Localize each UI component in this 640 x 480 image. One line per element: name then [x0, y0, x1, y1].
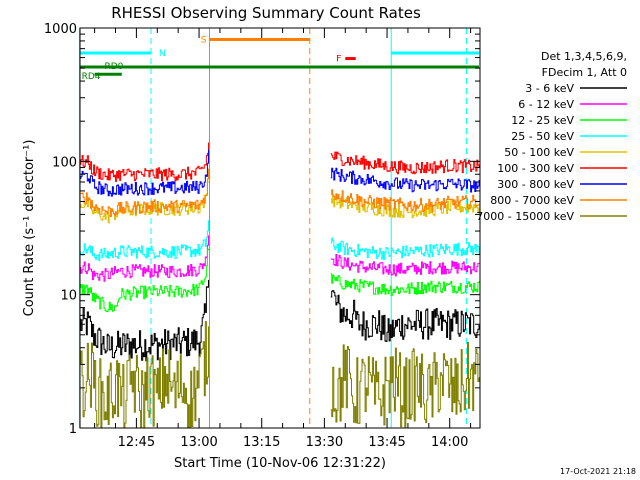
- series-line: [330, 237, 480, 260]
- x-tick-label: 14:00: [431, 435, 468, 450]
- series-line: [330, 151, 480, 175]
- y-tick-label: 1: [69, 422, 77, 437]
- series-line: [80, 220, 209, 262]
- plot-frame: [79, 27, 481, 429]
- y-axis: 1 10 100 1000: [44, 22, 480, 437]
- series-line: [80, 279, 209, 362]
- chart-title: RHESSI Observing Summary Count Rates: [111, 4, 421, 22]
- footer-date: 17-Oct-2021 21:18: [560, 467, 636, 476]
- series-line: [330, 290, 480, 342]
- x-axis: 12:45 13:00 13:15 13:30 13:45 14:00: [94, 28, 472, 450]
- legend-label: 25 - 50 keV: [511, 130, 574, 143]
- series-2: [80, 248, 480, 313]
- x-tick-label: 13:45: [368, 435, 405, 450]
- x-tick-label: 13:30: [306, 435, 343, 450]
- legend-label: 7000 - 15000 keV: [476, 210, 574, 223]
- series-line: [80, 248, 209, 313]
- series-line: [80, 142, 209, 182]
- series-0: [80, 279, 480, 362]
- legend: Det 1,3,4,5,6,9, FDecim 1, Att 0 3 - 6 k…: [476, 50, 627, 223]
- x-axis-label: Start Time (10-Nov-06 12:31:22): [174, 456, 386, 471]
- flag-label-rd4: RD4: [82, 72, 101, 82]
- y-axis-label: Count Rate (s⁻¹ detector⁻¹): [22, 140, 37, 317]
- x-tick-label: 13:00: [180, 435, 217, 450]
- legend-label: 12 - 25 keV: [511, 114, 574, 127]
- series-line: [80, 321, 209, 429]
- series-5: [80, 142, 480, 182]
- series-line: [330, 342, 480, 428]
- series-line: [330, 189, 480, 212]
- series-line: [80, 235, 209, 282]
- flag-label-s: S: [201, 35, 207, 45]
- y-tick-label: 1000: [44, 22, 77, 37]
- legend-header-line-1: Det 1,3,4,5,6,9,: [541, 50, 627, 63]
- y-tick-label: 10: [60, 289, 77, 304]
- legend-label: 100 - 300 keV: [497, 162, 574, 175]
- series-3: [80, 220, 480, 262]
- series-line: [80, 168, 209, 217]
- flag-label-rd0: RD0: [104, 62, 123, 72]
- series-line: [80, 181, 209, 224]
- legend-label: 6 - 12 keV: [518, 98, 574, 111]
- y-tick-label: 100: [52, 155, 77, 170]
- series-line: [330, 167, 480, 193]
- series-line: [80, 149, 209, 197]
- flag-label-n: N: [159, 49, 166, 59]
- legend-label: 50 - 100 keV: [504, 146, 574, 159]
- legend-label: 300 - 800 keV: [497, 178, 574, 191]
- series-1: [80, 235, 480, 282]
- x-tick-label: 12:45: [118, 435, 155, 450]
- legend-label: 3 - 6 keV: [525, 82, 574, 95]
- flag-label-f: F: [336, 55, 341, 65]
- legend-header-line-2: FDecim 1, Att 0: [542, 66, 627, 79]
- legend-label: 800 - 7000 keV: [490, 194, 574, 207]
- series-line: [330, 273, 480, 296]
- x-tick-label: 13:15: [243, 435, 280, 450]
- series-line: [330, 254, 480, 277]
- series-8: [80, 321, 480, 429]
- series-6: [80, 149, 480, 197]
- series-7: [80, 168, 480, 217]
